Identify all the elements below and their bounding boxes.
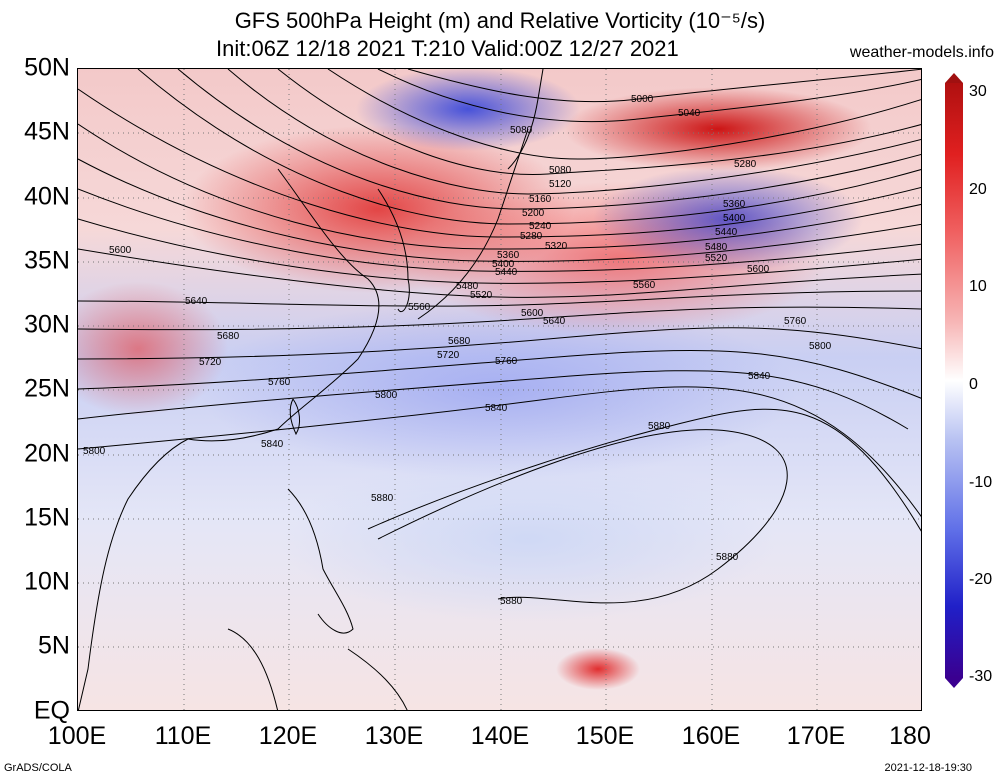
colorbar-tick-m30: -30	[969, 668, 993, 685]
contour-label: 5040	[678, 108, 701, 119]
contour-label: 5640	[543, 316, 566, 327]
contour-label: 5280	[734, 159, 757, 170]
contour-label: 5680	[217, 331, 240, 342]
contour-label: 5880	[500, 596, 523, 607]
contour-label: 5800	[375, 390, 398, 401]
colorbar-tick-m10: -10	[969, 474, 993, 491]
contour-label: 5720	[437, 350, 460, 361]
contour-label: 5240	[529, 221, 552, 232]
contour-label: 5800	[809, 341, 832, 352]
contour-label: 5440	[495, 267, 518, 278]
colorbar-tick-20: 20	[969, 181, 987, 198]
contour-label: 5800	[83, 446, 106, 457]
contour-label: 5720	[199, 357, 222, 368]
contour-label: 5080	[549, 165, 572, 176]
lon-label-150e: 150E	[575, 722, 635, 750]
lat-label-eq: EQ	[33, 696, 70, 725]
contour-label: 5560	[408, 302, 431, 313]
coastlines	[78, 69, 544, 710]
contour-label: 5840	[261, 439, 284, 450]
map-title-line1: GFS 500hPa Height (m) and Relative Vorti…	[234, 8, 766, 33]
lon-label-180: 180	[889, 722, 931, 750]
lon-label-110e: 110E	[154, 722, 212, 750]
colorbar-tick-0: 0	[969, 376, 978, 393]
colorbar-min-arrow	[945, 678, 963, 688]
graticule	[78, 69, 921, 710]
contour-label: 5880	[716, 552, 739, 563]
footer-software: GrADS/COLA	[4, 762, 72, 774]
lon-label-160e: 160E	[681, 722, 741, 750]
contour-label: 5840	[748, 371, 771, 382]
contour-label: 5560	[633, 280, 656, 291]
footer-timestamp: 2021-12-18-19:30	[884, 762, 972, 774]
contour-label: 5480	[705, 242, 728, 253]
contour-label: 5400	[492, 259, 515, 270]
lon-label-140e: 140E	[470, 722, 530, 750]
contour-value-labels: 5000 5040 5080 5080 5120 5160 5200 5240 …	[83, 94, 832, 607]
lat-label-45n: 45N	[24, 117, 70, 146]
contour-label: 5600	[747, 264, 770, 275]
contour-label: 5160	[529, 194, 552, 205]
lat-label-20n: 20N	[24, 439, 70, 468]
lon-label-100e: 100E	[47, 722, 107, 750]
contour-label: 5680	[448, 336, 471, 347]
site-name: weather-models.info	[849, 44, 994, 61]
contour-label: 5760	[495, 356, 518, 367]
lat-label-35n: 35N	[24, 246, 70, 275]
lon-label-130e: 130E	[364, 722, 424, 750]
lat-label-40n: 40N	[24, 182, 70, 211]
lat-label-25n: 25N	[24, 374, 70, 403]
contour-label: 5400	[723, 213, 746, 224]
contour-label: 5520	[705, 253, 728, 264]
contour-label: 5080	[510, 125, 533, 136]
contour-label: 5360	[497, 250, 520, 261]
colorbar-tick-30: 30	[969, 83, 987, 100]
contour-label: 5760	[268, 377, 291, 388]
lat-label-15n: 15N	[24, 503, 70, 532]
contour-label: 5880	[371, 493, 394, 504]
lat-label-10n: 10N	[24, 567, 70, 596]
contour-label: 5360	[723, 199, 746, 210]
contour-label: 5440	[715, 227, 738, 238]
lat-label-5n: 5N	[38, 631, 70, 660]
contour-label: 5640	[185, 296, 208, 307]
vorticity-colorbar	[945, 83, 963, 678]
contour-label: 5200	[522, 208, 545, 219]
contour-label: 5840	[485, 403, 508, 414]
lat-label-30n: 30N	[24, 310, 70, 339]
colorbar-tick-m20: -20	[969, 571, 993, 588]
lon-label-120e: 120E	[258, 722, 318, 750]
colorbar-max-arrow	[945, 73, 963, 83]
lat-label-50n: 50N	[24, 53, 70, 82]
contour-lines	[78, 69, 921, 604]
contour-label: 5480	[456, 281, 479, 292]
colorbar-tick-10: 10	[969, 278, 987, 295]
contour-label: 5600	[109, 245, 132, 256]
contour-label: 5320	[545, 241, 568, 252]
contour-label: 5280	[520, 231, 543, 242]
contour-label: 5600	[521, 308, 544, 319]
contour-label: 5520	[470, 290, 493, 301]
vorticity-map: 5000 5040 5080 5080 5120 5160 5200 5240 …	[77, 68, 922, 711]
contour-label: 5120	[549, 179, 572, 190]
height-contours: 5000 5040 5080 5080 5120 5160 5200 5240 …	[78, 69, 921, 710]
contour-label: 5880	[648, 421, 671, 432]
init-valid-text: Init:06Z 12/18 2021 T:210 Valid:00Z 12/2…	[216, 36, 679, 61]
contour-label: 5760	[784, 316, 807, 327]
contour-label: 5000	[631, 94, 654, 105]
lon-label-170e: 170E	[786, 722, 846, 750]
